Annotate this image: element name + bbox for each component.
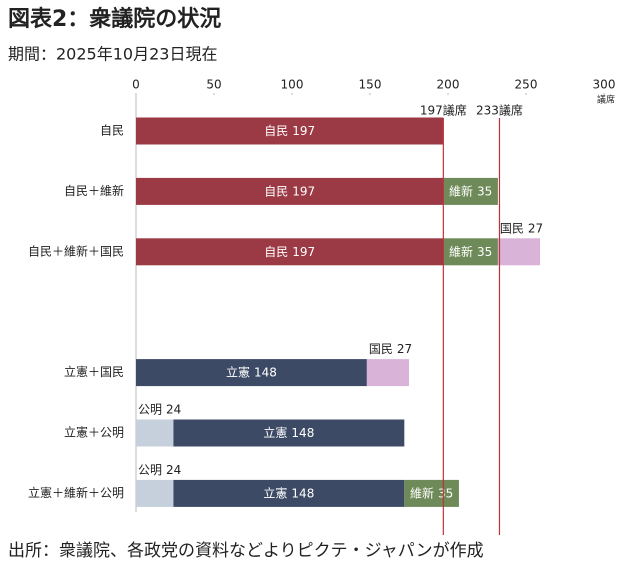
segment-value: 148 xyxy=(291,426,314,440)
chart-title: 図表2：衆議院の状況 xyxy=(8,6,221,32)
segment-name: 公明 xyxy=(138,462,162,476)
data-label: 維新 35 xyxy=(449,183,492,198)
bar-segment xyxy=(497,238,541,266)
segment-name: 公明 xyxy=(138,402,162,416)
y-tick-label: 自民 xyxy=(100,124,124,138)
segment-value: 35 xyxy=(438,486,453,500)
y-tick-label: 立憲＋公明 xyxy=(64,425,124,440)
segment-value: 27 xyxy=(397,342,412,356)
segment-value: 24 xyxy=(166,462,181,476)
axis-unit: 議席 xyxy=(597,94,615,106)
segment-name: 立憲 xyxy=(263,485,287,500)
x-tick-label: 150 xyxy=(359,78,382,92)
data-label: 立憲 148 xyxy=(263,425,314,440)
bar-segment xyxy=(404,479,459,507)
segment-value: 27 xyxy=(528,221,543,235)
data-label: 自民 197 xyxy=(264,184,315,198)
data-label: 国民 27 xyxy=(369,342,412,356)
bar-segment xyxy=(443,238,498,266)
chart-subtitle: 期間：2025年10月23日現在 xyxy=(8,45,217,64)
segment-name: 維新 xyxy=(449,183,473,198)
y-tick-label: 自民＋維新 xyxy=(64,183,124,198)
bar-segment xyxy=(136,177,444,205)
segment-name: 維新 xyxy=(449,243,473,258)
data-label: 立憲 148 xyxy=(226,364,277,379)
segment-value: 148 xyxy=(254,365,277,379)
reference-label: 197議席 xyxy=(420,103,467,118)
bar-segment xyxy=(136,238,444,266)
bar-segment xyxy=(173,419,405,447)
segment-name: 自民 xyxy=(264,184,288,198)
segment-name: 立憲 xyxy=(226,364,250,379)
x-tick-label: 250 xyxy=(515,78,538,92)
data-label: 国民 27 xyxy=(500,221,543,235)
bar-segment xyxy=(366,359,409,387)
segment-name: 国民 xyxy=(500,221,524,235)
segment-name: 国民 xyxy=(369,342,393,356)
x-tick-label: 200 xyxy=(437,78,460,92)
segment-value: 148 xyxy=(291,486,314,500)
bar-segment xyxy=(136,117,444,145)
segment-value: 35 xyxy=(477,184,492,198)
bar-segment xyxy=(136,479,174,507)
segment-name: 立憲 xyxy=(263,425,287,440)
bar-segment xyxy=(136,359,367,387)
segment-name: 自民 xyxy=(264,244,288,258)
x-tick-label: 300 xyxy=(593,78,616,92)
segment-value: 35 xyxy=(477,244,492,258)
x-tick-label: 100 xyxy=(281,78,304,92)
segment-value: 24 xyxy=(166,402,181,416)
segment-value: 197 xyxy=(292,184,315,198)
data-label: 公明 24 xyxy=(138,462,181,476)
segment-value: 197 xyxy=(292,124,315,138)
y-tick-label: 立憲＋維新＋公明 xyxy=(28,485,124,500)
segment-name: 維新 xyxy=(410,485,434,500)
y-tick-label: 自民＋維新＋国民 xyxy=(28,243,124,258)
x-tick-label: 0 xyxy=(132,78,140,92)
data-label: 公明 24 xyxy=(138,402,181,416)
data-label: 自民 197 xyxy=(264,124,315,138)
y-tick-label: 立憲＋国民 xyxy=(64,364,124,379)
x-tick-label: 50 xyxy=(206,78,221,92)
data-label: 立憲 148 xyxy=(263,485,314,500)
reference-label: 233議席 xyxy=(476,103,523,118)
bar-segment xyxy=(443,177,498,205)
segment-value: 197 xyxy=(292,244,315,258)
data-label: 維新 35 xyxy=(410,485,453,500)
bar-segment xyxy=(136,419,174,447)
data-label: 自民 197 xyxy=(264,244,315,258)
data-label: 維新 35 xyxy=(449,243,492,258)
source-note: 出所：衆議院、各政党の資料などよりピクテ・ジャパンが作成 xyxy=(8,541,484,561)
segment-name: 自民 xyxy=(264,124,288,138)
bar-segment xyxy=(173,479,405,507)
